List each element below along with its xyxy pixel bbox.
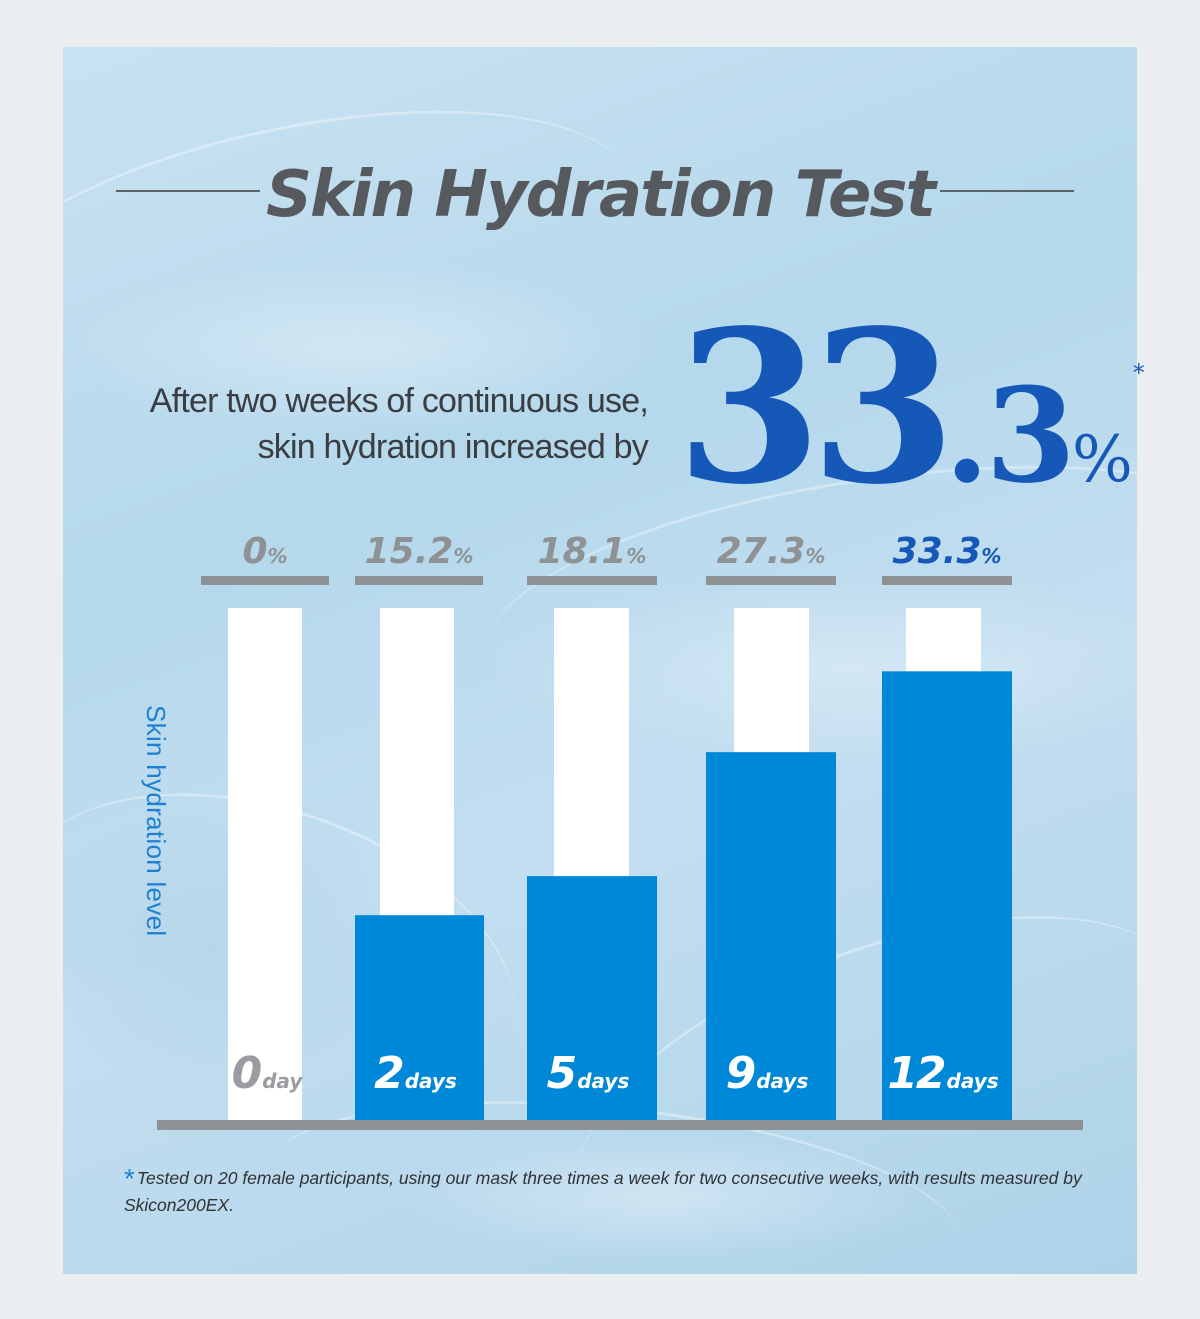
value-label: 33.3% bbox=[893, 531, 1002, 572]
value-unit: % bbox=[268, 544, 288, 568]
value-number: 0 bbox=[242, 531, 267, 572]
big-percentage: 33.3% * bbox=[676, 268, 1145, 565]
value-unit: % bbox=[453, 544, 473, 568]
value-label: 15.2% bbox=[365, 531, 474, 572]
value-label: 0% bbox=[242, 531, 287, 572]
bar bbox=[882, 671, 1012, 1120]
value-rule bbox=[355, 576, 483, 585]
value-number: 33.3 bbox=[893, 531, 982, 572]
x-axis-baseline bbox=[157, 1120, 1083, 1130]
value-unit: % bbox=[981, 544, 1001, 568]
bar bbox=[706, 752, 836, 1120]
headline-line-2: skin hydration increased by bbox=[257, 428, 649, 466]
footnote: * Tested on 20 female participants, using… bbox=[124, 1165, 1084, 1219]
value-number: 15.2 bbox=[365, 531, 454, 572]
category-label: 2 days bbox=[374, 1048, 457, 1099]
y-axis-label: Skin hydration level bbox=[141, 705, 171, 937]
value-number: 27.3 bbox=[717, 531, 806, 572]
value-rule bbox=[706, 576, 836, 585]
category-label: 9 days bbox=[726, 1048, 809, 1099]
category-number: 0 bbox=[232, 1048, 262, 1099]
value-rule bbox=[201, 576, 329, 585]
category-label: 12 days bbox=[887, 1048, 998, 1099]
value-rule bbox=[527, 576, 657, 585]
bar bbox=[355, 915, 484, 1120]
footnote-star: * bbox=[124, 1163, 135, 1194]
category-number: 2 bbox=[374, 1048, 403, 1099]
big-number-decimal: .3 bbox=[944, 359, 1076, 512]
value-label: 18.1% bbox=[538, 531, 647, 572]
category-label: 0 day bbox=[232, 1048, 304, 1099]
category-label: 5 days bbox=[547, 1048, 630, 1099]
headline-line-1: After two weeks of continuous use, bbox=[149, 382, 649, 420]
title-rule-right bbox=[940, 190, 1074, 192]
category-unit: days bbox=[947, 1069, 999, 1093]
value-rule bbox=[882, 576, 1012, 585]
title-rule-left bbox=[116, 190, 260, 192]
big-number-integer: 33 bbox=[676, 284, 956, 531]
value-number: 18.1 bbox=[538, 531, 627, 572]
category-unit: days bbox=[577, 1069, 629, 1093]
asterisk-marker: * bbox=[1132, 359, 1145, 387]
value-label: 27.3% bbox=[717, 531, 826, 572]
headline: After two weeks of continuous use, skin … bbox=[149, 378, 649, 470]
big-number-unit: % bbox=[1071, 423, 1133, 497]
category-unit: day bbox=[262, 1069, 303, 1093]
category-unit: days bbox=[756, 1069, 808, 1093]
bar bbox=[527, 876, 657, 1120]
value-unit: % bbox=[626, 544, 646, 568]
category-number: 12 bbox=[887, 1048, 945, 1099]
value-unit: % bbox=[805, 544, 825, 568]
bar-background bbox=[228, 608, 302, 1120]
category-unit: days bbox=[405, 1069, 457, 1093]
page-title: Skin Hydration Test bbox=[265, 158, 936, 232]
category-number: 9 bbox=[726, 1048, 755, 1099]
category-number: 5 bbox=[547, 1048, 576, 1099]
footnote-text: Tested on 20 female participants, using … bbox=[124, 1168, 1082, 1215]
